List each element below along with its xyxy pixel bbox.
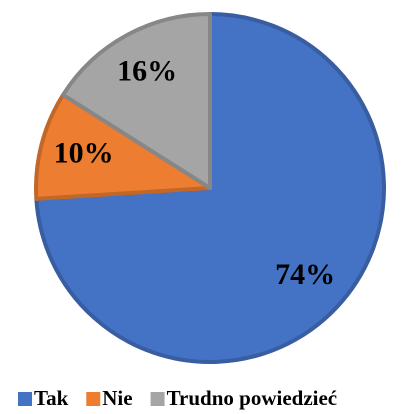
legend-swatch [150, 392, 165, 406]
data-label: 16% [117, 55, 177, 88]
legend-label: Trudno powiedzieć [167, 386, 338, 410]
legend-label: Nie [102, 386, 132, 410]
legend-label: Tak [34, 386, 69, 410]
legend-swatch [18, 392, 32, 406]
pie-slice [61, 12, 212, 190]
data-label: 74% [275, 258, 335, 291]
data-label: 10% [54, 136, 114, 169]
pie-slice [34, 92, 212, 201]
legend-swatch [86, 392, 101, 406]
